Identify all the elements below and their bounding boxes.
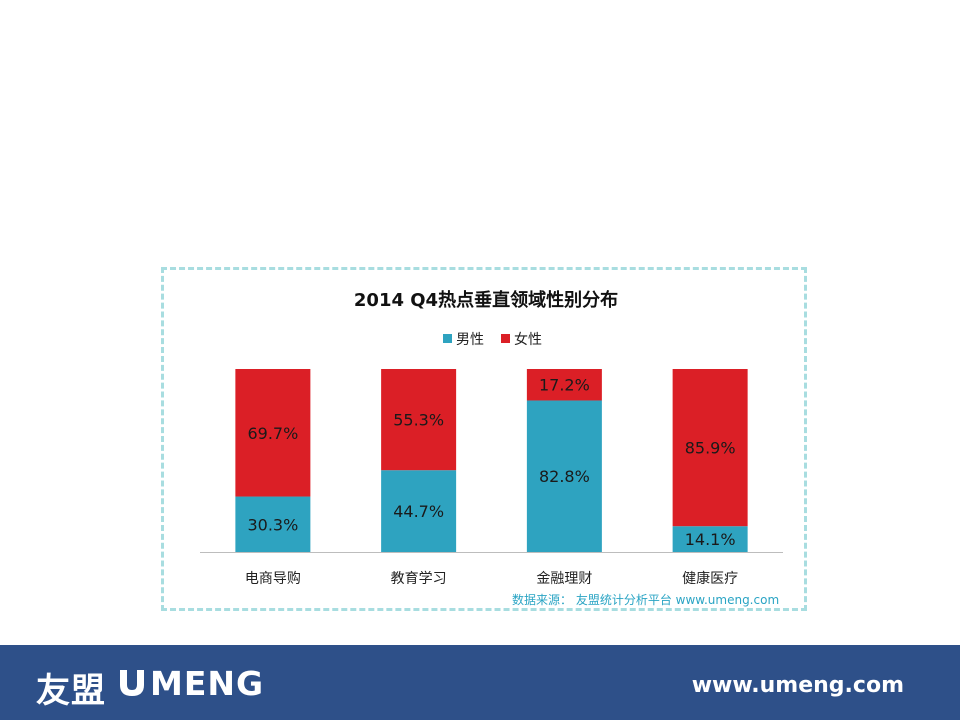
bar-0-1: [381, 470, 457, 552]
data-label-0-0: 30.3%: [247, 515, 298, 534]
data-label-0-2: 82.8%: [539, 467, 590, 486]
legend-label-0: 男性: [456, 332, 484, 348]
data-label-0-3: 14.1%: [685, 530, 736, 549]
footer-url: www.umeng.com: [691, 673, 904, 698]
legend-label-1: 女性: [514, 331, 542, 348]
category-label-3: 健康医疗: [682, 570, 738, 587]
category-label-1: 教育学习: [391, 571, 447, 587]
category-label-2: 金融理财: [536, 571, 592, 587]
legend-swatch-1: [501, 334, 510, 343]
bar-0-0: [235, 496, 311, 552]
data-label-1-0: 69.7%: [247, 424, 298, 443]
umeng-u-icon: [120, 670, 144, 696]
chart-title: 2014 Q4热点垂直领域性别分布: [354, 289, 618, 311]
chart-frame: [161, 267, 807, 611]
bar-0-2: [526, 400, 602, 552]
source-note: 数据来源： 友盟统计分析平台 www.umeng.com: [512, 593, 780, 607]
umeng-logo-cn: 友盟: [36, 671, 106, 711]
data-label-0-1: 44.7%: [393, 502, 444, 521]
footer-bar: 友盟 MENG www.umeng.com: [0, 645, 960, 720]
legend-swatch-0: [443, 334, 452, 343]
umeng-logo-en: MENG: [150, 664, 265, 703]
bar-1-0: [235, 369, 311, 497]
bar-1-2: [526, 369, 602, 401]
data-label-1-1: 55.3%: [393, 411, 444, 430]
data-label-1-3: 85.9%: [685, 439, 736, 458]
category-label-0: 电商导购: [245, 571, 301, 587]
bar-0-3: [672, 526, 748, 552]
bar-1-3: [672, 369, 748, 527]
data-label-1-2: 17.2%: [539, 376, 590, 395]
bar-1-1: [381, 369, 457, 471]
